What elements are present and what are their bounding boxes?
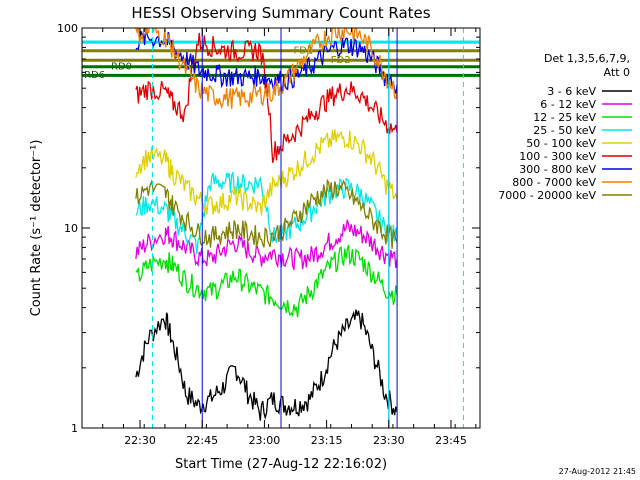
x-axis-label: Start Time (27-Aug-12 22:16:02) xyxy=(175,457,387,472)
data-layer xyxy=(82,28,480,428)
y-tick-label-10: 10 xyxy=(64,222,78,235)
x-tick-label-23-15: 23:15 xyxy=(311,434,343,447)
x-tick-label-23-00: 23:00 xyxy=(249,434,281,447)
y-tick-label-1: 1 xyxy=(71,422,78,435)
x-tick-label-22-30: 22:30 xyxy=(124,434,156,447)
legend-label-25-50-kev: 25 - 50 keV xyxy=(533,124,596,137)
series-line-6-12-kev xyxy=(135,219,398,270)
annotation-rd6: RD6 xyxy=(84,70,105,81)
date-stamp: 27-Aug-2012 21:45 xyxy=(559,467,636,476)
annotation-fd1: FD1 xyxy=(293,46,313,57)
legend-header-line-2: Att 0 xyxy=(604,66,630,79)
legend-label-100-300-kev: 100 - 300 keV xyxy=(519,150,596,163)
series-line-25-50-kev xyxy=(135,171,398,255)
y-tick-label-100: 100 xyxy=(57,22,78,35)
series-line-800-7000-kev xyxy=(135,28,398,110)
series-line-7000-20000-kev xyxy=(135,178,398,249)
series-line-300-800-kev xyxy=(135,28,398,94)
y-axis: 1 10 100 xyxy=(57,22,480,435)
chart-title: HESSI Observing Summary Count Rates xyxy=(131,4,430,22)
legend-label-7000-20000-kev: 7000 - 20000 keV xyxy=(498,189,596,202)
x-axis: 22:30 22:45 23:00 23:15 23:30 23:45 xyxy=(81,28,477,447)
annotation-rd0: RD0 xyxy=(111,61,132,72)
x-tick-label-23-45: 23:45 xyxy=(435,434,467,447)
legend-header-line-1: Det 1,3,5,6,7,9, xyxy=(544,52,630,65)
legend-label-3-6-kev: 3 - 6 keV xyxy=(547,85,596,98)
series-line-50-100-kev xyxy=(135,129,398,216)
legend-label-12-25-kev: 12 - 25 keV xyxy=(533,111,596,124)
legend-label-6-12-kev: 6 - 12 keV xyxy=(540,98,596,111)
overlay-layer: FD1 FD2 RD0 RD6 xyxy=(84,46,351,81)
y-axis-label: Count Rate (s⁻¹ detector⁻¹) xyxy=(29,140,44,317)
x-tick-label-22-45: 22:45 xyxy=(186,434,218,447)
series-line-3-6-kev xyxy=(135,309,398,421)
x-tick-label-23-30: 23:30 xyxy=(373,434,405,447)
series-line-12-25-kev xyxy=(135,244,398,318)
legend-label-50-100-kev: 50 - 100 keV xyxy=(526,137,596,150)
annotation-fd2: FD2 xyxy=(331,55,351,66)
legend-label-300-800-kev: 300 - 800 keV xyxy=(519,163,596,176)
legend-label-800-7000-kev: 800 - 7000 keV xyxy=(512,176,596,189)
